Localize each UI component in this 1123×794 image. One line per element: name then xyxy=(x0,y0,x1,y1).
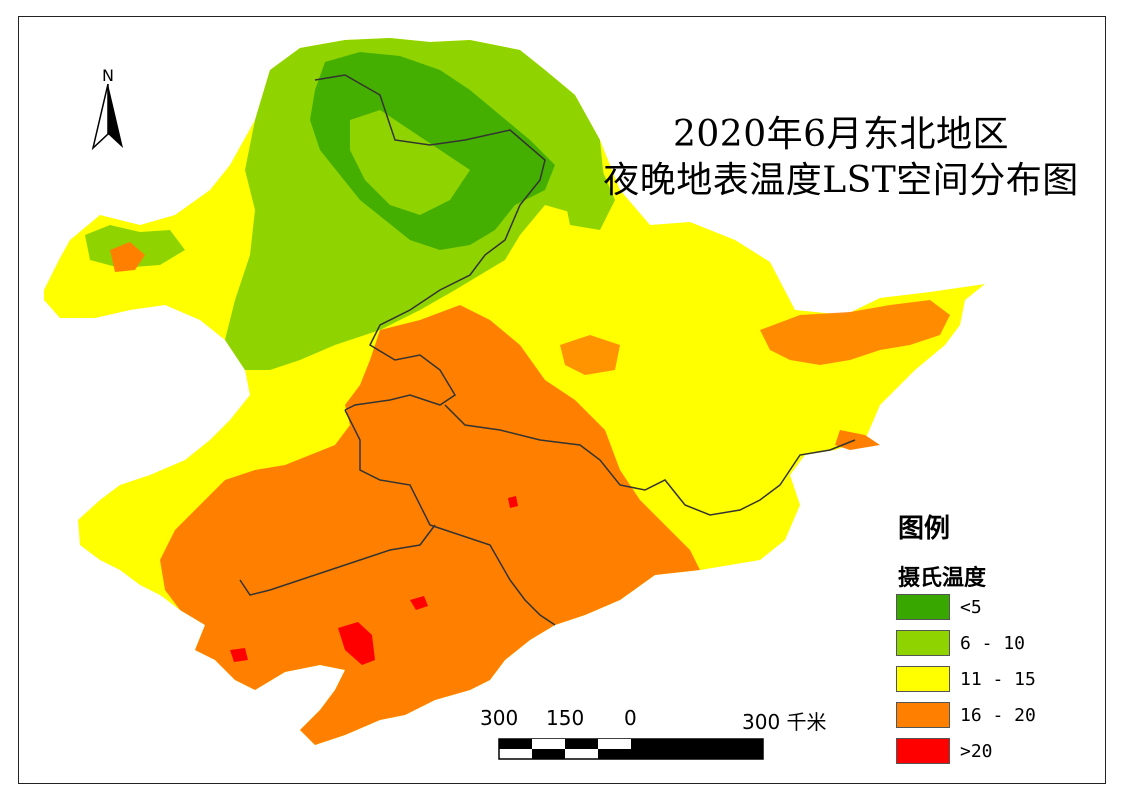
legend-label: 16 - 20 xyxy=(960,705,1036,726)
legend-swatch xyxy=(896,594,950,620)
north-arrow-label: N xyxy=(102,66,114,85)
map-zone-warm-nw xyxy=(110,242,145,272)
legend-item: 6 - 10 xyxy=(896,630,1096,658)
legend-item: >20 xyxy=(896,738,1096,766)
scale-label: 300 千米 xyxy=(742,710,827,734)
map-zone-warm-east xyxy=(760,300,950,365)
boundary-liaoning-inner-mongolia xyxy=(239,524,436,596)
map-title-line2: 夜晚地表温度LST空间分布图 xyxy=(603,160,1079,201)
legend-label: 6 - 10 xyxy=(960,633,1026,654)
north-arrow: N xyxy=(85,66,135,156)
legend-swatch xyxy=(896,702,950,728)
map-zone-warm-se xyxy=(835,430,880,450)
north-arrow-icon xyxy=(91,84,123,151)
map-zone-cool-inner xyxy=(350,110,470,215)
scale-label: 300 xyxy=(480,706,519,730)
map-zone-hot-3 xyxy=(508,496,518,508)
boundary-jilin-north xyxy=(444,404,856,516)
legend-swatch xyxy=(896,630,950,656)
map-zone-hot-4 xyxy=(230,648,248,662)
scale-label: 0 xyxy=(624,706,637,730)
legend-label: 11 - 15 xyxy=(960,669,1036,690)
legend-title: 图例 xyxy=(898,514,951,544)
legend-subtitle: 摄氏温度 xyxy=(898,565,987,591)
legend-item: <5 xyxy=(896,594,1096,622)
legend-swatch xyxy=(896,738,950,764)
map-zone-cool-east xyxy=(560,165,615,230)
map-title-line1: 2020年6月东北地区 xyxy=(672,114,1010,155)
legend-swatch xyxy=(896,666,950,692)
map-zone-hot-2 xyxy=(410,596,428,610)
map-frame xyxy=(18,16,1106,784)
province-boundaries xyxy=(239,74,856,626)
legend-item: 11 - 15 xyxy=(896,666,1096,694)
map-title: 2020年6月东北地区 夜晚地表温度LST空间分布图 xyxy=(581,112,1101,204)
scale-bar: 300 150 0 300 千米 xyxy=(476,706,856,766)
map-zone-hot-1 xyxy=(338,622,375,665)
legend-label: <5 xyxy=(960,597,982,618)
legend-item: 16 - 20 xyxy=(896,702,1096,730)
legend-label: >20 xyxy=(960,741,993,762)
boundary-heilongjiang-inner-mongolia xyxy=(314,74,546,411)
boundary-jilin-liaoning xyxy=(344,409,556,626)
scale-label: 150 xyxy=(546,706,585,730)
scale-bar-graphic xyxy=(498,738,764,760)
legend: 图例 摄氏温度 <5 6 - 10 11 - 15 16 - 20 >20 xyxy=(896,508,1096,778)
map-zone-warm-mid xyxy=(560,335,620,375)
